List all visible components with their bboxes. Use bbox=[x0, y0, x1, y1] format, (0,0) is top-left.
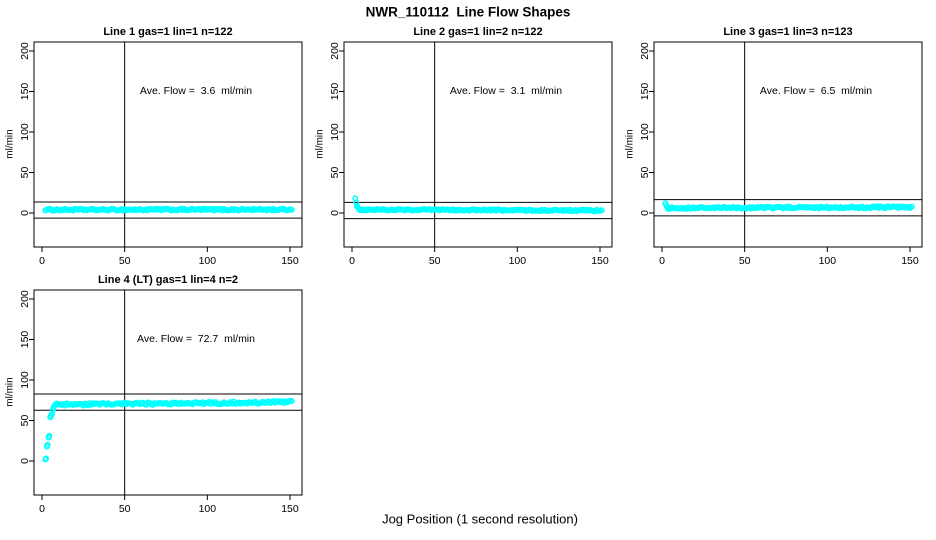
svg-text:50: 50 bbox=[19, 415, 31, 427]
subplot-1-y-axis-label: ml/min bbox=[4, 129, 16, 159]
subplot-4-ave-flow-annotation: Ave. Flow = 72.7 ml/min bbox=[137, 333, 255, 345]
svg-text:100: 100 bbox=[19, 371, 31, 389]
svg-text:150: 150 bbox=[591, 255, 609, 267]
figure-title: NWR_110112 Line Flow Shapes bbox=[365, 4, 571, 20]
svg-text:0: 0 bbox=[39, 255, 45, 267]
subplot-1-ave-flow-annotation: Ave. Flow = 3.6 ml/min bbox=[139, 85, 253, 97]
svg-text:0: 0 bbox=[639, 210, 651, 216]
svg-text:100: 100 bbox=[639, 123, 651, 141]
svg-text:0: 0 bbox=[659, 255, 665, 267]
svg-text:100: 100 bbox=[199, 255, 217, 267]
svg-text:50: 50 bbox=[429, 255, 441, 267]
subplot-2-title: Line 2 gas=1 lin=2 n=122 bbox=[413, 26, 543, 38]
subplot-3-y-axis-label: ml/min bbox=[624, 129, 636, 159]
subplot-1-title: Line 1 gas=1 lin=1 n=122 bbox=[103, 26, 233, 38]
svg-text:50: 50 bbox=[19, 167, 31, 179]
subplot-3-ave-flow-annotation: Ave. Flow = 6.5 ml/min bbox=[759, 85, 873, 97]
svg-text:50: 50 bbox=[329, 167, 341, 179]
svg-text:200: 200 bbox=[639, 42, 651, 60]
svg-text:0: 0 bbox=[39, 503, 45, 515]
subplot-4-title: Line 4 (LT) gas=1 lin=4 n=2 bbox=[97, 274, 239, 286]
subplot-3-title: Line 3 gas=1 lin=3 n=123 bbox=[723, 26, 853, 38]
subplot-2-y-axis-label: ml/min bbox=[314, 129, 326, 159]
svg-text:150: 150 bbox=[639, 83, 651, 101]
svg-text:100: 100 bbox=[329, 123, 341, 141]
svg-text:50: 50 bbox=[739, 255, 751, 267]
svg-text:100: 100 bbox=[19, 123, 31, 141]
svg-text:0: 0 bbox=[19, 458, 31, 464]
svg-text:100: 100 bbox=[819, 255, 837, 267]
svg-text:50: 50 bbox=[119, 503, 131, 515]
svg-text:50: 50 bbox=[639, 167, 651, 179]
subplot-2-ave-flow-annotation: Ave. Flow = 3.1 ml/min bbox=[449, 85, 563, 97]
x-axis-label: Jog Position (1 second resolution) bbox=[382, 511, 578, 527]
svg-text:200: 200 bbox=[329, 42, 341, 60]
svg-text:150: 150 bbox=[329, 83, 341, 101]
svg-text:150: 150 bbox=[901, 255, 919, 267]
svg-text:200: 200 bbox=[19, 290, 31, 308]
svg-text:100: 100 bbox=[509, 255, 527, 267]
subplot-4-y-axis-label: ml/min bbox=[4, 377, 16, 407]
svg-text:50: 50 bbox=[119, 255, 131, 267]
svg-text:150: 150 bbox=[281, 503, 299, 515]
svg-text:150: 150 bbox=[19, 83, 31, 101]
svg-text:0: 0 bbox=[329, 210, 341, 216]
svg-text:100: 100 bbox=[199, 503, 217, 515]
svg-text:150: 150 bbox=[281, 255, 299, 267]
svg-text:0: 0 bbox=[19, 210, 31, 216]
svg-text:200: 200 bbox=[19, 42, 31, 60]
svg-text:0: 0 bbox=[349, 255, 355, 267]
svg-text:150: 150 bbox=[19, 331, 31, 349]
